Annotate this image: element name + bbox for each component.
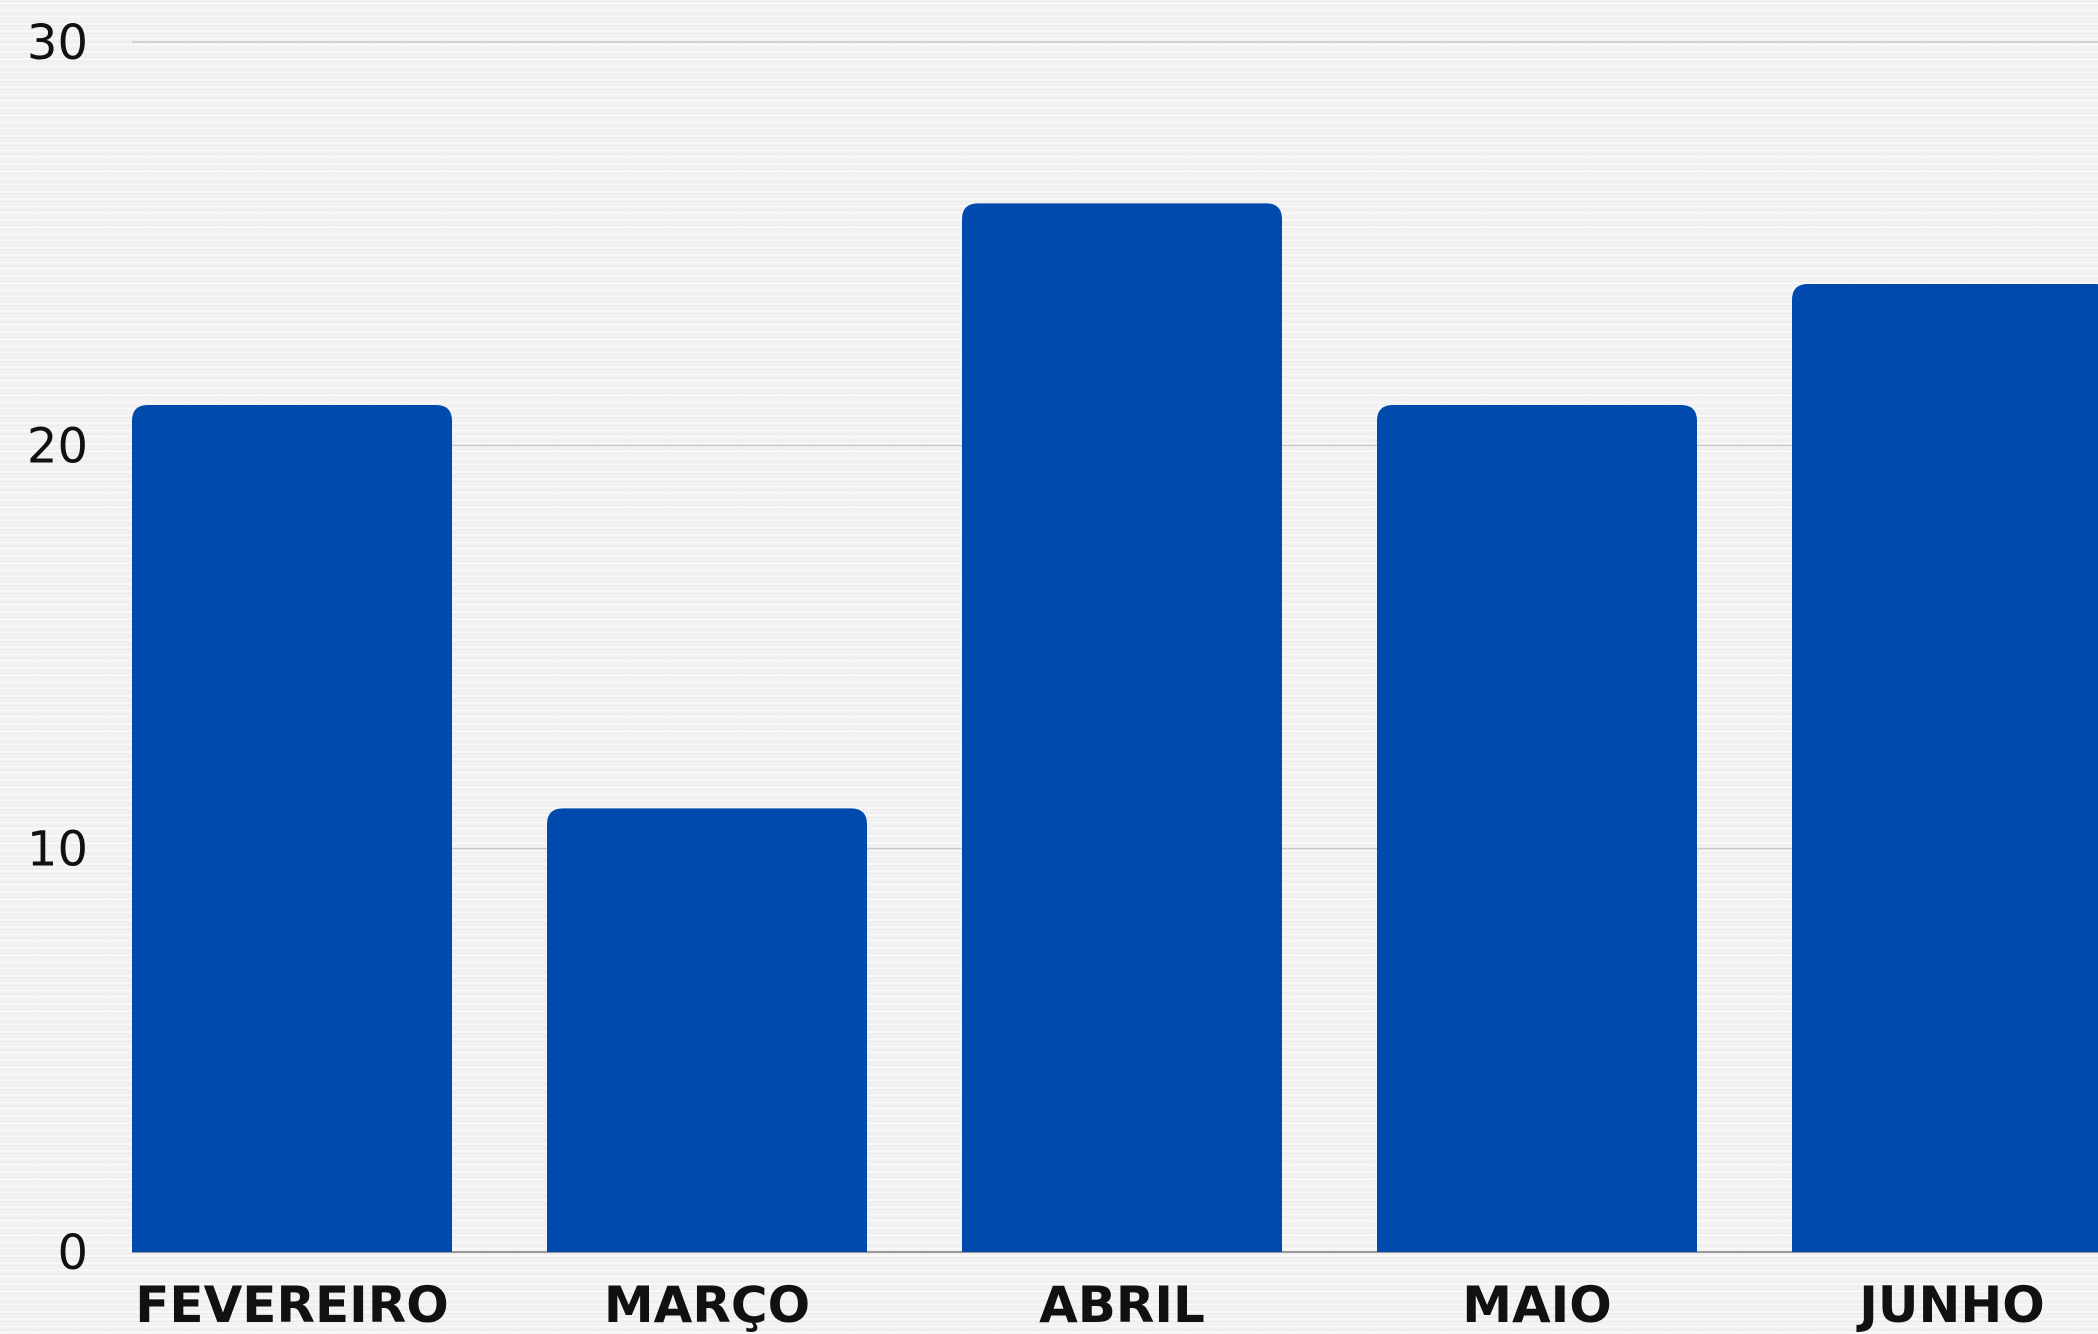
y-tick-label-10: 10 [27, 822, 88, 878]
bars [132, 203, 2098, 1252]
y-tick-label-0: 0 [57, 1225, 88, 1281]
x-tick-label-junho: JUNHO [1856, 1276, 2044, 1334]
x-tick-label-fevereiro: FEVEREIRO [135, 1276, 448, 1334]
bar-março [547, 808, 867, 1252]
bar-maio [1377, 405, 1697, 1252]
bar-fevereiro [132, 405, 452, 1252]
y-tick-label-30: 30 [27, 15, 88, 71]
y-axis-ticks: 0 10 20 30 [27, 15, 88, 1281]
x-axis-labels: FEVEREIRO MARÇO ABRIL MAIO JUNHO [135, 1276, 2044, 1334]
x-tick-label-março: MARÇO [604, 1276, 810, 1334]
bar-abril [962, 203, 1282, 1252]
x-tick-label-abril: ABRIL [1039, 1276, 1205, 1334]
x-tick-label-maio: MAIO [1462, 1276, 1612, 1334]
y-tick-label-20: 20 [27, 418, 88, 474]
bar-junho [1792, 284, 2098, 1252]
